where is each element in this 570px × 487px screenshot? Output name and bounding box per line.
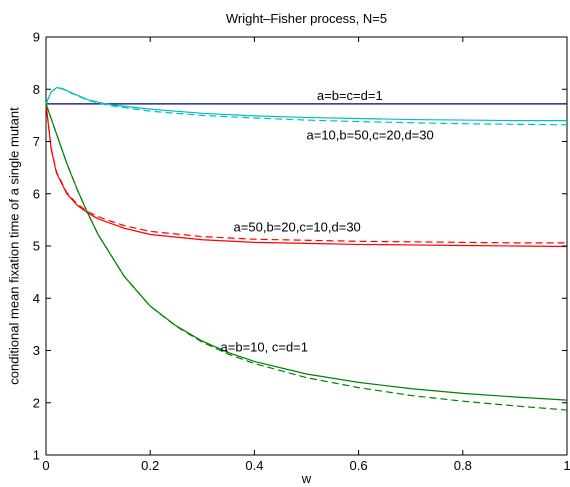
x-axis-label: w	[301, 471, 312, 486]
y-tick-label: 5	[33, 239, 40, 254]
y-tick-label: 8	[33, 82, 40, 97]
series-line-5-dashed	[45, 103, 567, 244]
series-line-3-dashed	[45, 87, 568, 126]
x-tick-label: 0	[42, 458, 49, 473]
series-line-6-solid	[45, 103, 568, 401]
x-axis-ticks: 0 0.2 0.4 0.6 0.8 1	[42, 37, 570, 473]
annotation-2: a=10,b=50,c=20,d=30	[307, 128, 434, 143]
plot-area: a=b=c=d=1 a=10,b=50,c=20,d=30 a=50,b=20,c=…	[33, 30, 570, 474]
annotation-3: a=50,b=20,c=10,d=30	[234, 220, 361, 235]
series-group	[45, 87, 568, 411]
y-axis-label: conditional mean fixation time of a sing…	[7, 107, 22, 385]
annotation-group: a=b=c=d=1 a=10,b=50,c=20,d=30 a=50,b=20,c=…	[221, 88, 434, 354]
y-axis-ticks: 1 2 3 4 5 6 7 8 9	[33, 30, 567, 463]
x-tick-label: 1	[563, 458, 570, 473]
y-tick-label: 9	[33, 30, 40, 45]
y-tick-label: 2	[33, 395, 40, 410]
annotation-4: a=b=10, c=d=1	[221, 339, 308, 354]
y-tick-label: 4	[33, 291, 40, 306]
y-tick-label: 1	[33, 448, 40, 463]
x-tick-label: 0.4	[245, 458, 263, 473]
y-tick-label: 6	[33, 186, 40, 201]
y-tick-label: 3	[33, 343, 40, 358]
x-tick-label: 0.8	[454, 458, 472, 473]
series-line-4-solid	[45, 103, 568, 248]
chart-title: Wright–Fisher process, N=5	[226, 11, 387, 26]
y-tick-label: 7	[33, 134, 40, 149]
annotation-1: a=b=c=d=1	[317, 88, 383, 103]
x-tick-label: 0.2	[141, 458, 159, 473]
x-tick-label: 0.6	[350, 458, 368, 473]
series-line-7-dashed	[45, 103, 568, 411]
